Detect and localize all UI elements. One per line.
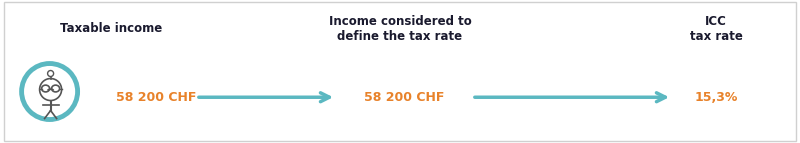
Ellipse shape xyxy=(40,79,62,101)
Text: 58 200 CHF: 58 200 CHF xyxy=(364,91,444,104)
Text: ICC
tax rate: ICC tax rate xyxy=(690,15,742,43)
Text: 58 200 CHF: 58 200 CHF xyxy=(116,91,196,104)
FancyBboxPatch shape xyxy=(4,2,796,141)
Text: Taxable income: Taxable income xyxy=(60,22,162,35)
Ellipse shape xyxy=(42,85,50,92)
Ellipse shape xyxy=(22,63,78,120)
Ellipse shape xyxy=(48,70,54,77)
Ellipse shape xyxy=(51,85,59,92)
Text: Income considered to
define the tax rate: Income considered to define the tax rate xyxy=(329,15,471,43)
Text: 15,3%: 15,3% xyxy=(694,91,738,104)
